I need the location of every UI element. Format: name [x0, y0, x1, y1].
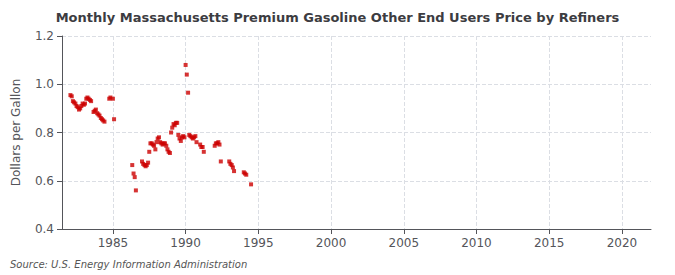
- svg-text:1.2: 1.2: [35, 29, 54, 43]
- svg-text:1.0: 1.0: [35, 77, 54, 91]
- svg-text:2015: 2015: [534, 236, 565, 250]
- svg-text:0.4: 0.4: [35, 222, 54, 236]
- svg-text:1990: 1990: [170, 236, 201, 250]
- svg-text:2010: 2010: [461, 236, 492, 250]
- svg-text:Monthly Massachusetts Premium: Monthly Massachusetts Premium Gasoline O…: [56, 10, 620, 25]
- svg-text:2005: 2005: [388, 236, 419, 250]
- svg-text:1985: 1985: [98, 236, 129, 250]
- svg-text:0.8: 0.8: [35, 126, 54, 140]
- svg-text:1995: 1995: [243, 236, 274, 250]
- svg-text:Source: U.S. Energy Informatio: Source: U.S. Energy Information Administ…: [10, 259, 247, 270]
- svg-text:0.6: 0.6: [35, 174, 54, 188]
- svg-text:2020: 2020: [607, 236, 638, 250]
- svg-text:2000: 2000: [316, 236, 347, 250]
- svg-text:Dollars per Gallon: Dollars per Gallon: [9, 79, 23, 187]
